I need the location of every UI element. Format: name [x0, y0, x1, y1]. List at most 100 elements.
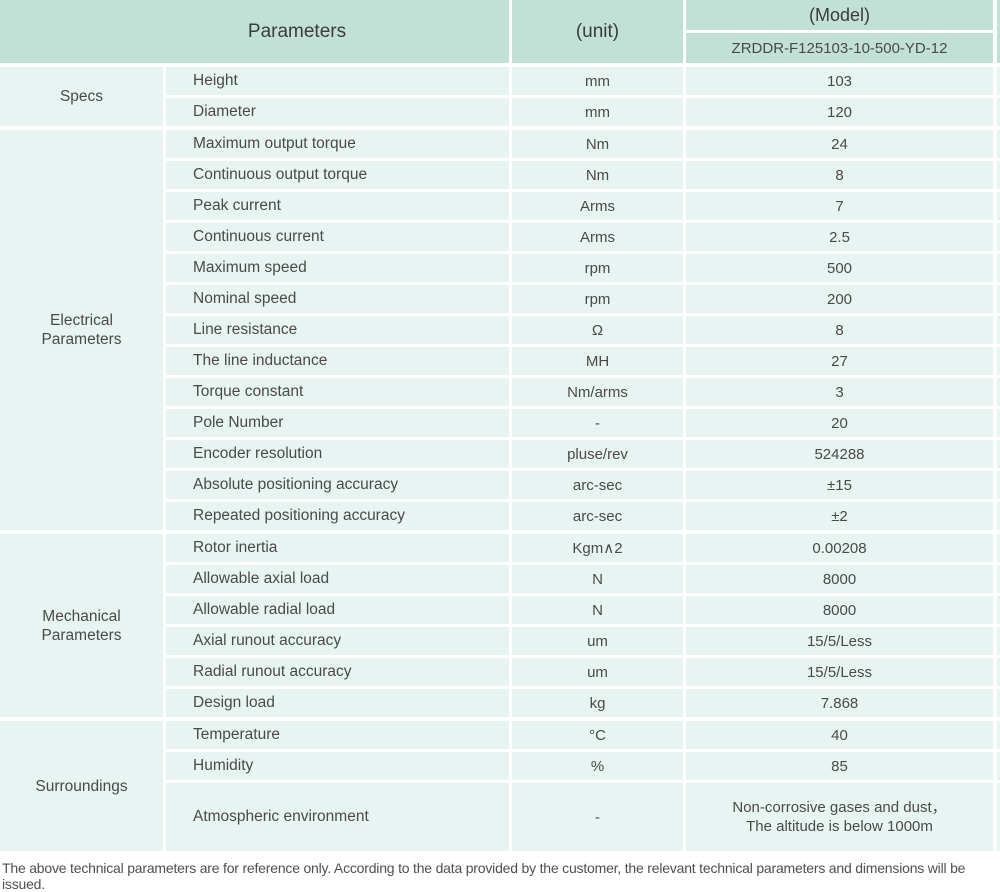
section-label: Mechanical Parameters [0, 534, 163, 717]
unit-cell: rpm [512, 254, 683, 282]
table-edge-strip [997, 378, 1000, 406]
param-cell: Radial runout accuracy [166, 658, 509, 686]
value-cell: 103 [686, 67, 993, 95]
param-cell: Allowable radial load [166, 596, 509, 624]
param-cell: Height [166, 67, 509, 95]
section-electrical: Electrical Parameters Maximum output tor… [0, 130, 1000, 530]
table-row: Maximum output torque Nm 24 [166, 130, 1000, 158]
value-cell: 0.00208 [686, 534, 993, 562]
table-header-row: Parameters (unit) (Model) ZRDDR-F125103-… [0, 0, 1000, 63]
unit-cell: um [512, 627, 683, 655]
unit-cell: Arms [512, 192, 683, 220]
header-model-column: (Model) ZRDDR-F125103-10-500-YD-12 [686, 0, 993, 63]
param-cell: Continuous output torque [166, 161, 509, 189]
table-row: Repeated positioning accuracy arc-sec ±2 [166, 502, 1000, 530]
section-label: Electrical Parameters [0, 130, 163, 530]
section-mechanical: Mechanical Parameters Rotor inertia Kgm∧… [0, 534, 1000, 717]
value-cell: 8 [686, 316, 993, 344]
table-edge-strip [997, 783, 1000, 851]
value-cell: ±2 [686, 502, 993, 530]
table-edge-strip [997, 752, 1000, 780]
unit-cell: kg [512, 689, 683, 717]
unit-cell: mm [512, 67, 683, 95]
value-cell: 15/5/Less [686, 627, 993, 655]
value-cell: 20 [686, 409, 993, 437]
header-unit: (unit) [512, 0, 683, 63]
param-cell: Pole Number [166, 409, 509, 437]
param-cell: Maximum output torque [166, 130, 509, 158]
table-row: Axial runout accuracy um 15/5/Less [166, 627, 1000, 655]
table-edge-strip [997, 409, 1000, 437]
value-cell: 3 [686, 378, 993, 406]
value-cell: 7 [686, 192, 993, 220]
unit-cell: arc-sec [512, 471, 683, 499]
table-row: Peak current Arms 7 [166, 192, 1000, 220]
section-label: Surroundings [0, 721, 163, 851]
table-edge-strip [997, 658, 1000, 686]
table-edge-strip [997, 161, 1000, 189]
unit-cell: um [512, 658, 683, 686]
table-edge-strip [997, 67, 1000, 95]
unit-cell: N [512, 565, 683, 593]
value-cell: 2.5 [686, 223, 993, 251]
table-edge-strip [997, 440, 1000, 468]
param-cell: Peak current [166, 192, 509, 220]
unit-cell: Nm [512, 130, 683, 158]
param-cell: Allowable axial load [166, 565, 509, 593]
section-specs: Specs Height mm 103 Diameter mm 120 [0, 67, 1000, 126]
table-row: Temperature °C 40 [166, 721, 1000, 749]
unit-cell: MH [512, 347, 683, 375]
table-edge-strip [997, 596, 1000, 624]
param-cell: Humidity [166, 752, 509, 780]
table-row: Diameter mm 120 [166, 98, 1000, 126]
table-edge-strip [997, 192, 1000, 220]
param-cell: Nominal speed [166, 285, 509, 313]
param-cell: Absolute positioning accuracy [166, 471, 509, 499]
unit-cell: Arms [512, 223, 683, 251]
table-row: Humidity % 85 [166, 752, 1000, 780]
value-cell: 8000 [686, 565, 993, 593]
value-cell: 27 [686, 347, 993, 375]
table-edge-strip [997, 130, 1000, 158]
table-row: Height mm 103 [166, 67, 1000, 95]
table-edge-strip [997, 689, 1000, 717]
value-cell: 8000 [686, 596, 993, 624]
table-edge-strip [997, 347, 1000, 375]
section-label: Specs [0, 67, 163, 126]
value-cell: Non-corrosive gases and dust， The altitu… [686, 783, 993, 851]
table-edge-strip [997, 471, 1000, 499]
table-row: Continuous output torque Nm 8 [166, 161, 1000, 189]
table-row: Encoder resolution pluse/rev 524288 [166, 440, 1000, 468]
param-cell: Repeated positioning accuracy [166, 502, 509, 530]
param-cell: Rotor inertia [166, 534, 509, 562]
table-edge-strip [997, 316, 1000, 344]
table-row: Allowable axial load N 8000 [166, 565, 1000, 593]
param-cell: Design load [166, 689, 509, 717]
table-row: Line resistance Ω 8 [166, 316, 1000, 344]
table-row: Continuous current Arms 2.5 [166, 223, 1000, 251]
spec-table: Parameters (unit) (Model) ZRDDR-F125103-… [0, 0, 1000, 851]
header-parameters: Parameters [0, 0, 509, 63]
table-edge-strip [997, 627, 1000, 655]
unit-cell: Nm [512, 161, 683, 189]
table-row: Maximum speed rpm 500 [166, 254, 1000, 282]
table-row: Torque constant Nm/arms 3 [166, 378, 1000, 406]
param-cell: Diameter [166, 98, 509, 126]
table-edge-strip [997, 254, 1000, 282]
value-cell: 15/5/Less [686, 658, 993, 686]
param-cell: Atmospheric environment [166, 783, 509, 851]
table-row: Allowable radial load N 8000 [166, 596, 1000, 624]
table-row: Rotor inertia Kgm∧2 0.00208 [166, 534, 1000, 562]
value-cell: 524288 [686, 440, 993, 468]
unit-cell: Kgm∧2 [512, 534, 683, 562]
value-cell: 7.868 [686, 689, 993, 717]
table-row: Absolute positioning accuracy arc-sec ±1… [166, 471, 1000, 499]
table-row: The line inductance MH 27 [166, 347, 1000, 375]
unit-cell: N [512, 596, 683, 624]
table-edge-strip [997, 565, 1000, 593]
unit-cell: mm [512, 98, 683, 126]
param-cell: Continuous current [166, 223, 509, 251]
value-cell: 8 [686, 161, 993, 189]
table-row: Radial runout accuracy um 15/5/Less [166, 658, 1000, 686]
